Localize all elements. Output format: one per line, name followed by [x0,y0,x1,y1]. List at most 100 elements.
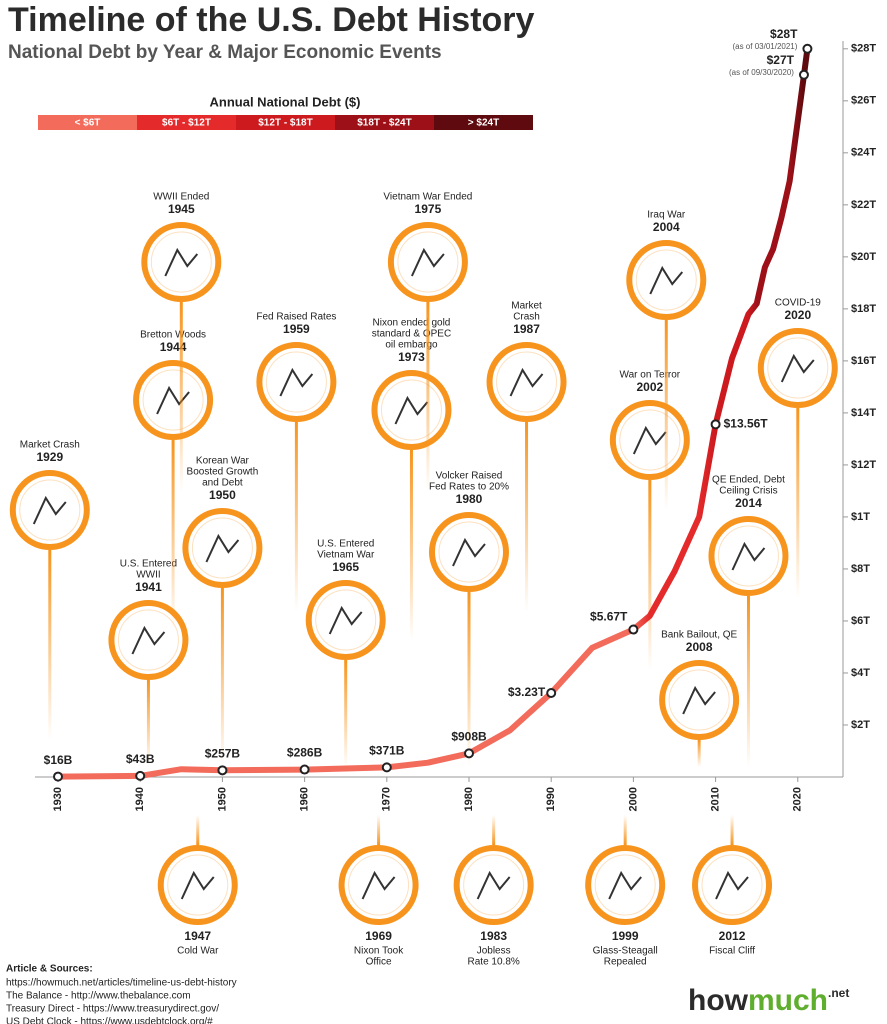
source-line: Treasury Direct - https://www.treasurydi… [6,1004,219,1015]
event-icon-inner [142,369,204,431]
legend-swatch [38,115,137,130]
event-icon [256,342,337,422]
legend-swatch [236,115,335,130]
event-year: 1987 [513,322,540,336]
event-pin [796,408,800,598]
event-label: Cold War [177,946,219,957]
x-tick-label: 1980 [463,787,475,811]
data-point [217,765,228,776]
event-icon [338,845,419,925]
event-label: Market Crash [20,440,80,451]
event-icon [371,370,452,450]
event-label: Boosted Growth [187,467,259,478]
x-tick-label: 2000 [627,787,639,811]
value-label: $28T [770,27,798,41]
event-year: 1980 [456,492,483,506]
event-label: Volcker Raised [436,471,503,482]
event-label: Iraq War [647,210,686,221]
event-icon [659,660,740,740]
event-icon [708,516,789,596]
y-tick-label: $18T [851,303,876,315]
sources-heading: Article & Sources: [6,964,93,975]
data-point [381,762,392,773]
event-pin [146,680,150,767]
event-label: and Debt [202,478,243,489]
event-icon-glyph [205,533,240,563]
event-label: Bretton Woods [140,330,206,341]
event-icon [305,580,386,660]
data-point [546,687,557,698]
event-icon-inner [348,854,410,916]
event-icon-glyph [164,247,199,277]
event-label: Ceiling Crisis [719,486,777,497]
event-icon [133,360,214,440]
event-pin [746,596,750,767]
event-pin [697,740,701,767]
event-year: 1973 [398,350,425,364]
y-tick-label: $20T [851,251,876,263]
y-tick-label: $6T [851,615,870,627]
event-label: Crash [513,312,540,323]
legend-swatch [137,115,236,130]
event-label: Rate 10.8% [468,957,520,968]
event-pin [48,550,52,740]
value-label: $5.67T [590,610,628,624]
event-icon-inner [117,609,179,671]
event-label: Fed Rates to 20% [429,482,509,493]
event-pin [467,592,471,767]
event-year: 2020 [784,308,811,322]
brand-part: .net [828,986,849,1000]
event-label: Nixon ended gold [373,318,451,329]
event-icon-glyph [731,541,766,571]
data-point [798,69,809,80]
event-icon [692,845,773,925]
value-label: $27T [767,53,795,67]
x-tick-label: 2020 [792,787,804,811]
event-label: U.S. Entered [120,559,177,570]
event-pin [525,422,529,612]
event-year: 1969 [365,929,392,943]
event-icon-inner [150,231,212,293]
chart-subtitle: National Debt by Year & Major Economic E… [8,42,442,63]
event-icon-glyph [715,870,749,900]
event-icon-glyph [452,537,486,567]
event-pin [196,815,200,845]
event-icon-glyph [156,385,190,415]
event-pin [623,815,627,845]
event-icon [585,845,666,925]
y-tick-label: $26T [851,95,876,107]
event-year: 2012 [719,929,746,943]
event-year: 1999 [612,929,639,943]
event-label: Bank Bailout, QE [661,630,737,641]
y-tick-label: $12T [851,459,876,471]
event-label: oil embargo [385,340,438,351]
event-icon-glyph [780,353,815,383]
x-tick-label: 1930 [52,787,64,811]
legend-swatch [434,115,533,130]
event-pin [664,320,668,510]
y-tick-label: $14T [851,407,876,419]
value-label: $371B [369,744,405,758]
y-tick-label: $4T [851,667,870,679]
value-note: (as of 09/30/2020) [729,68,794,77]
event-year: 2008 [686,640,713,654]
event-year: 1941 [135,580,162,594]
event-icon-inner [594,854,656,916]
event-icon-inner [463,854,525,916]
event-label: Fiscal Cliff [709,946,755,957]
x-tick-label: 1970 [381,787,393,811]
source-line: US Debt Clock - https://www.usdebtclock.… [6,1017,213,1024]
event-icon-glyph [509,367,544,397]
event-label: Fed Raised Rates [256,312,336,323]
event-icon-inner [315,589,377,651]
value-label: $13.56T [724,417,769,431]
event-pin [426,302,430,492]
event-icon-glyph [180,870,215,900]
event-pin [294,422,298,612]
event-label: U.S. Entered [317,539,374,550]
event-year: 1945 [168,202,195,216]
event-pin [409,450,413,640]
event-icon-glyph [394,395,429,425]
y-tick-label: $2T [851,719,870,731]
event-label: QE Ended, Debt [712,475,785,486]
